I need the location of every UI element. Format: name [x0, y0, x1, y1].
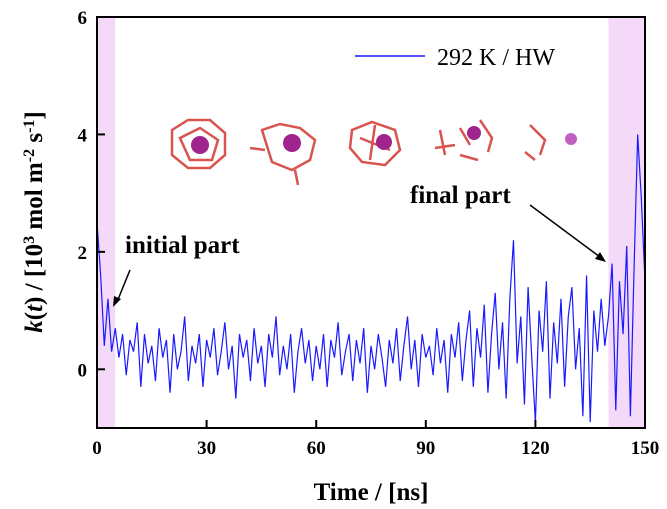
y-axis-label: k(t) / [103 mol m-2 s-1]: [21, 111, 49, 332]
x-tick-label: 60: [307, 438, 326, 459]
ball: [376, 134, 392, 150]
y-label-part: (: [21, 312, 48, 320]
x-axis-label: Time / [ns]: [314, 479, 429, 506]
y-label-part: k: [21, 320, 48, 333]
y-label-part: ]: [21, 111, 48, 119]
x-tick-label: 0: [92, 438, 102, 459]
y-label-part: -2: [21, 149, 38, 162]
legend-label: 292 K / HW: [437, 45, 555, 71]
ball: [283, 134, 301, 152]
plot-frame: [96, 16, 646, 429]
guests: [191, 126, 577, 154]
cage: [170, 118, 227, 170]
shaded-regions: [97, 17, 645, 428]
y-tick-label: 0: [78, 360, 88, 381]
ball: [467, 126, 481, 140]
fragments: [434, 119, 494, 162]
y-label-part: s: [21, 133, 48, 149]
ball: [565, 133, 577, 145]
arrow-head: [113, 296, 121, 307]
y-tick-label: 2: [78, 243, 88, 264]
x-tick-label: 90: [416, 438, 435, 459]
plot: [96, 134, 646, 423]
ticks: 0 30 60 90 120 150 0 2 4 6: [78, 8, 660, 459]
ball: [191, 136, 209, 154]
annotation: initial part: [125, 232, 240, 259]
cage: [348, 120, 402, 167]
arrow: [529, 204, 601, 258]
shaded-region: [97, 17, 116, 428]
x-tick-label: 150: [631, 438, 660, 459]
y-label-part: 3: [21, 236, 38, 244]
y-label-part: mol m: [21, 162, 48, 236]
x-tick-label: 120: [521, 438, 550, 459]
arrow: [116, 269, 131, 303]
y-tick-label: 4: [78, 125, 88, 146]
annotation: final part: [410, 182, 511, 209]
y-label-part: -1: [21, 120, 38, 133]
y-label-part: t: [21, 304, 48, 312]
cage: [249, 122, 317, 186]
shaded-region: [608, 17, 645, 428]
y-tick-label: 6: [78, 8, 88, 29]
arrow-head: [595, 252, 606, 262]
molecules: [170, 118, 547, 186]
fragments: [524, 124, 547, 161]
x-tick-label: 30: [197, 438, 216, 459]
data-line: [96, 134, 646, 423]
y-label-part: ) / [10: [21, 244, 48, 305]
